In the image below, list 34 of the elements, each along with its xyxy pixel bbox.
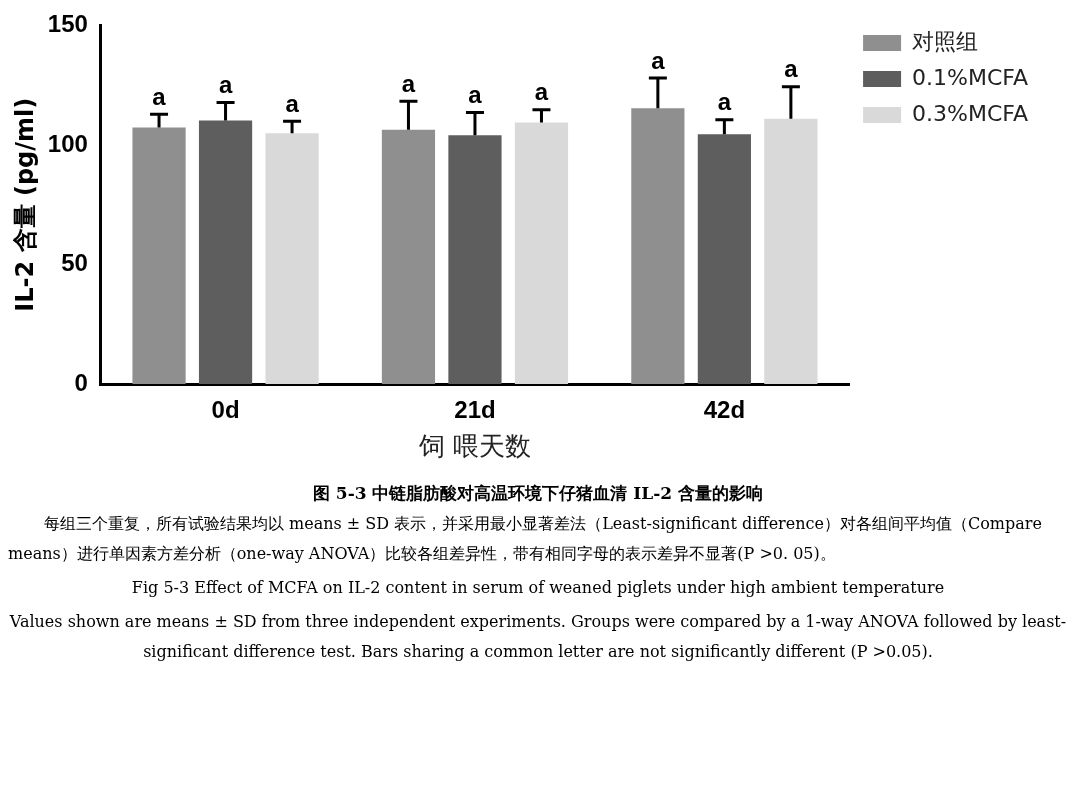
data-label: a [717, 88, 732, 116]
data-label: a [468, 81, 483, 109]
legend-label: 对照组 [912, 28, 979, 54]
x-axis-title: 饲 喂天数 [417, 431, 532, 462]
y-tick-label: 50 [61, 249, 88, 277]
text: 图 5-3 中链脂肪酸对高温环境下仔猪血清 IL-2 含量的影响 [311, 482, 765, 505]
data-label: a [285, 89, 300, 117]
caption: Fig 5-3 Effect of MCFA on IL-2 content in serum of weaned piglets under high ambient temperature [130, 577, 946, 599]
data-label: a [534, 78, 549, 106]
x-tick-label: 42d [703, 396, 746, 424]
data-label: a [152, 82, 167, 110]
legend-label: 0.3%MCFA [912, 100, 1028, 126]
data-label: a [784, 55, 799, 83]
bar [448, 135, 502, 384]
bar [132, 127, 186, 384]
bar [381, 129, 436, 384]
legend-label: 0.1%MCFA [912, 64, 1028, 90]
bar [514, 122, 569, 384]
bar [697, 134, 751, 384]
x-tick-label: 21d [454, 396, 496, 424]
bar [198, 120, 253, 384]
y-axis-title: IL-2 含量 (pg/ml) [10, 97, 39, 312]
text: Values shown are means ± SD from three independent experiments. Groups were compared by a 1-way ANOVA followed by least-significant difference test. Bars sharing a common letter are not significantly different (P >0.05). [8, 611, 1068, 663]
bar [764, 118, 818, 384]
x-tick-label: 0d [211, 396, 240, 424]
data-label: a [401, 69, 416, 97]
data-label: a [651, 46, 666, 74]
bar [631, 108, 685, 384]
y-tick-label: 100 [47, 129, 88, 157]
data-label: a [218, 71, 233, 99]
y-tick-label: 150 [47, 10, 88, 38]
y-tick-label: 0 [74, 368, 88, 396]
bar [265, 133, 319, 384]
text: 每组三个重复，所有试验结果均以 means ± SD 表示，并采用最小显著差法（Least-significant difference）对各组间平均值（Compare means）进行单因素方差分析（one-way ANOVA）比较各组差异性，带有相同字母的表示差异不显著(P >0. 05)。 [8, 513, 1043, 565]
